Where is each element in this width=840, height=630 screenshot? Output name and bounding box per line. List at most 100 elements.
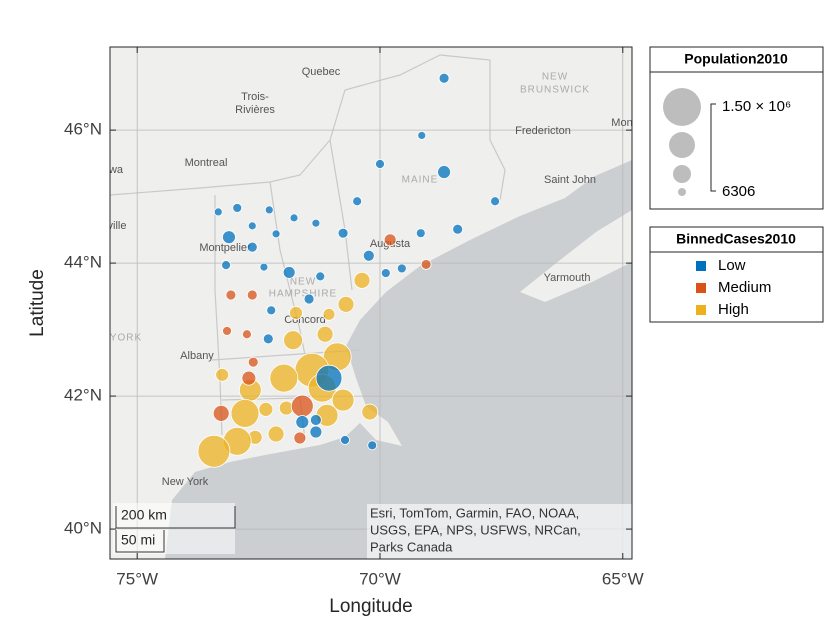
legend-swatch: [696, 261, 706, 271]
legend-bubble: [669, 132, 695, 158]
color-legend: BinnedCases2010 Low Medium High: [649, 226, 824, 323]
y-axis-title: Latitude: [27, 269, 48, 337]
bubble: [222, 230, 236, 245]
bubble: [315, 364, 343, 392]
y-tick-label: 40°N: [64, 519, 102, 538]
ocean: [165, 160, 632, 559]
bubble: [331, 388, 355, 412]
bubble: [262, 333, 274, 345]
place-label: YORK: [110, 333, 142, 344]
scalebar-label: 50 mi: [121, 532, 155, 548]
bubble: [230, 399, 260, 428]
bubble: [241, 370, 257, 386]
legend-label: 6306: [722, 183, 755, 200]
attribution: USGS, EPA, NPS, USFWS, NRCan,: [370, 522, 581, 537]
bubble: [367, 440, 378, 451]
x-tick-label: 70°W: [359, 569, 401, 588]
plot-frame: [109, 46, 633, 560]
place-label: Fredericton: [515, 125, 571, 137]
bubble: [415, 228, 426, 239]
place-label: MAINE: [402, 175, 439, 186]
bubble: [293, 431, 307, 445]
bubble: [246, 241, 258, 253]
size-legend: Population2010 1.50 × 10⁶ 6306: [649, 46, 824, 210]
bubble: [283, 330, 303, 351]
bubble: [438, 72, 450, 84]
bubble: [452, 223, 464, 235]
legend-label: Medium: [718, 279, 771, 296]
axes: 75°W 70°W 65°W 40°N 42°N 44°N 46°N: [64, 47, 644, 588]
bubble: [269, 363, 299, 393]
bubble: [375, 159, 385, 169]
place-label: Montreal: [185, 157, 228, 169]
bubble: [315, 271, 326, 282]
legend-bracket: [710, 103, 716, 192]
attribution: Parks Canada: [370, 539, 453, 554]
place-label: Trois-: [241, 91, 269, 103]
legend-box: [649, 226, 824, 323]
legend-bubble: [673, 165, 691, 183]
bubble: [232, 203, 243, 213]
legend-label: Low: [718, 257, 746, 274]
place-label: ville: [108, 220, 127, 232]
bubble: [340, 435, 350, 445]
bubble: [282, 266, 296, 279]
place-label: Montpelier: [199, 242, 251, 254]
place-label: Mon: [611, 117, 632, 129]
place-label: New York: [162, 476, 209, 488]
bubble: [247, 356, 259, 368]
scalebar-km: [115, 506, 236, 529]
basemap-labels: Quebec Trois-Rivières NEW BRUNSWICK Frederic…: [108, 66, 632, 488]
grid: [110, 47, 632, 559]
place-label: Rivières: [235, 104, 275, 116]
bubble: [311, 218, 321, 228]
bubble: [322, 307, 336, 321]
bubble: [309, 425, 323, 439]
legend-swatch: [696, 283, 706, 293]
bubble: [361, 403, 379, 421]
x-tick-label: 75°W: [116, 569, 158, 588]
bubble: [396, 263, 407, 274]
bubble: [225, 289, 237, 301]
bubble: [437, 165, 451, 179]
legend-label: 1.50 × 10⁶: [722, 98, 791, 115]
bubble: [295, 415, 310, 429]
bubble: [289, 306, 303, 320]
legend-bubble: [678, 188, 686, 196]
x-axis-title: Longitude: [329, 596, 412, 617]
legend-bubble: [663, 88, 701, 126]
bubble: [266, 305, 277, 316]
bubble: [271, 229, 281, 239]
bubble: [264, 205, 274, 215]
bubble: [337, 295, 355, 313]
nova-scotia: [520, 210, 632, 302]
bubble: [337, 227, 349, 239]
legend-swatch: [696, 305, 706, 315]
attribution: Esri, TomTom, Garmin, FAO, NOAA,: [370, 505, 579, 520]
place-label: NEW: [290, 277, 316, 288]
bubble: [259, 262, 269, 272]
bubble: [383, 233, 397, 247]
size-legend-items: 1.50 × 10⁶ 6306: [663, 88, 791, 200]
bubble: [221, 260, 231, 270]
borders: [439, 54, 506, 201]
bubble: [303, 293, 315, 305]
scalebar-label: 200 km: [121, 507, 167, 523]
bubble: [490, 196, 500, 207]
bubble: [213, 207, 223, 217]
bubble: [197, 434, 231, 468]
bubble: [417, 131, 427, 140]
place-label: NEW: [542, 72, 568, 83]
legend-title: Population2010: [684, 51, 788, 67]
bubble: [212, 404, 230, 422]
bubbles: [197, 72, 500, 468]
bubble: [309, 414, 322, 426]
y-tick-label: 42°N: [64, 386, 102, 405]
bubble: [215, 367, 230, 382]
x-tick-label: 65°W: [602, 569, 644, 588]
bubble: [267, 425, 285, 443]
y-tick-label: 44°N: [64, 253, 102, 272]
bubble: [246, 289, 258, 301]
place-label: Quebec: [302, 66, 341, 78]
